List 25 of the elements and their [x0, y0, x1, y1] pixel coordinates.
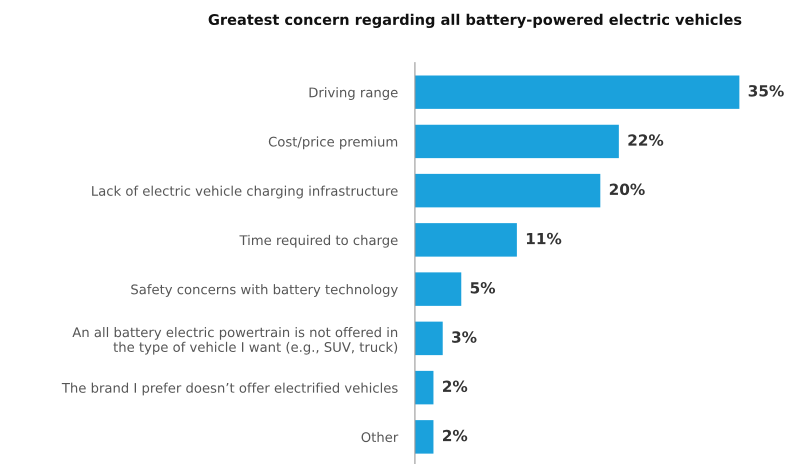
data-label: 22% — [628, 134, 664, 146]
y-tick-label: Driving range — [310, 87, 398, 100]
data-label: 35% — [748, 85, 784, 97]
bar — [414, 174, 600, 208]
y-tick-label: The brand I prefer doesn’t offer electrified vehicles — [62, 382, 398, 396]
data-label: 3% — [452, 331, 477, 343]
y-tick-label: Other — [362, 432, 398, 442]
bar — [414, 272, 462, 306]
bar — [414, 322, 443, 356]
bar — [414, 370, 434, 404]
y-tick-label: Safety concerns with battery technology — [131, 284, 398, 297]
bar — [414, 124, 619, 158]
y-tick-label: Cost/price premium — [268, 136, 398, 150]
data-label: 11% — [526, 232, 562, 244]
y-tick-label: Time required to charge — [239, 234, 398, 248]
bar — [414, 75, 740, 109]
bar — [414, 420, 434, 454]
y-tick-label: An all battery electric powertrain is not offered in the type of vehicle I want (e.g., SUV, truck) — [72, 327, 398, 355]
data-label: 2% — [443, 430, 468, 442]
data-label: 5% — [470, 282, 496, 294]
chart-title: Greatest concern regarding all battery-powered electric vehicles — [208, 14, 742, 28]
data-label: 20% — [610, 184, 645, 196]
bar — [414, 223, 517, 257]
y-tick-label: Lack of electric vehicle charging infrastructure — [92, 186, 398, 198]
data-label: 2% — [443, 380, 468, 392]
